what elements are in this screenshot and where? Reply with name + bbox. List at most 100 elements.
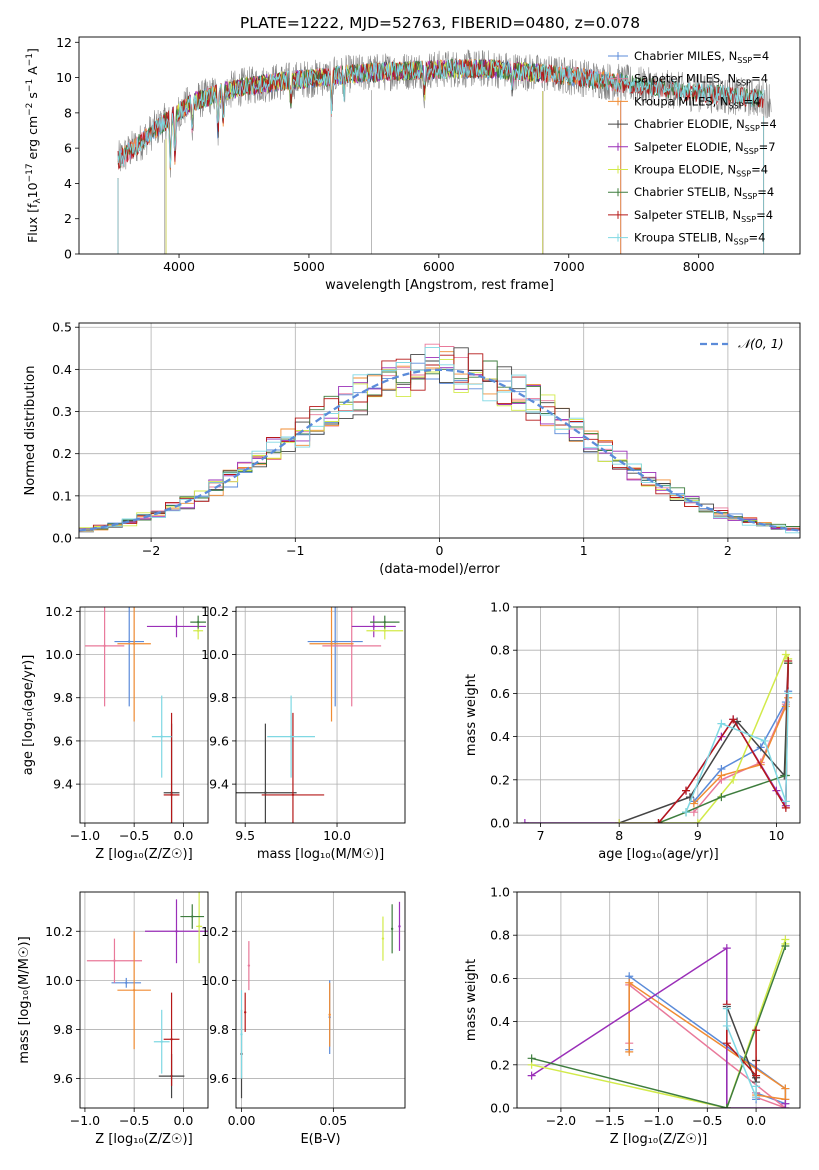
plot-area — [84, 607, 207, 823]
tick-label-x: −1.0 — [70, 1113, 100, 1128]
data-point — [196, 629, 200, 632]
tick-label-x: 8000 — [683, 259, 715, 274]
legend-label-text: Chabrier MILES, N — [634, 49, 737, 63]
data-point — [781, 942, 790, 950]
tick-label-y: 10.2 — [201, 924, 229, 939]
tick-label-x: 7 — [537, 828, 545, 843]
plot-area — [79, 343, 800, 534]
y-axis-label-part: −1 — [25, 53, 35, 66]
data-point — [160, 735, 163, 738]
tick-label-y: 10.0 — [201, 647, 229, 662]
data-point — [175, 930, 178, 933]
legend-label: Chabrier ELODIE, NSSP=4 — [634, 117, 777, 133]
tick-label-y: 6 — [64, 141, 72, 156]
tick-label-y: 9.6 — [209, 1071, 229, 1086]
data-point — [243, 1011, 247, 1014]
legend-label: Kroupa STELIB, NSSP=4 — [634, 231, 765, 247]
tick-label-x: 9.5 — [235, 828, 255, 843]
data-point — [752, 1082, 761, 1091]
tick-label-x: 5000 — [293, 259, 325, 274]
tick-label-y: 0.3 — [52, 404, 72, 419]
tick-label-x: −2.0 — [546, 1113, 576, 1128]
tick-label-x: −1.0 — [643, 1113, 673, 1128]
y-axis-label: mass weight — [464, 674, 479, 756]
tick-label-y: 0.5 — [52, 320, 72, 335]
tick-label-x: 0.0 — [173, 1113, 193, 1128]
tick-label-x: 6000 — [423, 259, 455, 274]
tick-label-y: 0.2 — [490, 772, 510, 787]
tick-label-y: 0.0 — [52, 531, 72, 546]
data-point — [717, 793, 726, 802]
data-point — [689, 799, 698, 808]
series-line-1 — [693, 691, 789, 802]
legend-label: Salpeter STELIB, NSSP=4 — [634, 208, 773, 224]
tick-label-y: 0.2 — [490, 1057, 510, 1072]
data-point — [752, 1071, 761, 1080]
tick-label-x: 4000 — [163, 259, 195, 274]
tick-label-y: 10.0 — [201, 973, 229, 988]
data-point — [781, 1084, 790, 1093]
data-point — [717, 719, 726, 728]
x-axis-label: mass [log₁₀(M/M☉)] — [257, 847, 384, 862]
data-point — [729, 775, 738, 784]
data-point — [160, 1040, 163, 1043]
axes-frame — [516, 606, 801, 824]
legend-label-sub: SSP — [742, 192, 757, 201]
tick-label-x: 10.0 — [323, 828, 351, 843]
tick-label-y: 0 — [64, 247, 72, 262]
x-axis-label: age [log₁₀(age/yr)] — [598, 847, 719, 862]
panel-mass-weight-vs-z: −2.0 −1.5 −1.0 −0.5 0.0 0.0 0.2 0.4 0.6 0.8 1.0 Z [… — [464, 885, 801, 1147]
data-point — [722, 1004, 731, 1013]
tick-label-y: 0.4 — [52, 362, 72, 377]
y-axis-label-part: −2 — [25, 103, 35, 116]
data-point — [372, 625, 375, 628]
y-axis-label-part: −1 — [25, 79, 35, 92]
grid — [236, 892, 405, 1108]
tick-label-x: 9 — [694, 828, 702, 843]
tick-label-x: 0.0 — [746, 1113, 766, 1128]
tick-label-y: 10.0 — [45, 647, 73, 662]
panel-age-vs-z: −1.0 −0.5 0.0 9.4 9.6 9.8 10.0 10.2 Z [log₁₀(Z/Z… — [21, 604, 209, 862]
legend-label-tail: =4 — [760, 117, 777, 131]
legend-label-tail: =7 — [759, 140, 776, 154]
data-point — [191, 915, 194, 918]
data-point — [752, 1093, 761, 1102]
panel-residuals: −2 −1 0 1 2 0.0 0.1 0.2 0.3 0.4 0.5 (data-model)/er… — [23, 320, 801, 577]
data-point — [682, 786, 691, 795]
legend-label-tail: =4 — [757, 185, 774, 199]
x-axis-label: Z [log₁₀(Z/Z☉)] — [95, 847, 192, 862]
series-line-9 — [685, 693, 789, 813]
grid — [517, 606, 800, 824]
tick-label-y: 10 — [56, 70, 72, 85]
x-axis-label: wavelength [Angstrom, rest frame] — [325, 278, 554, 293]
series-line-7 — [531, 945, 787, 1108]
y-axis-label-part: A — [25, 66, 40, 79]
data-point — [113, 959, 116, 962]
legend-label-tail: =4 — [756, 208, 773, 222]
model-line-9 — [117, 59, 764, 168]
legend-label-sub: SSP — [741, 215, 756, 224]
data-point — [196, 620, 200, 624]
tick-label-x: 2 — [724, 543, 732, 558]
data-point — [170, 1038, 173, 1041]
tick-label-y: 0.2 — [52, 446, 72, 461]
data-point — [654, 819, 663, 823]
data-point — [625, 1047, 634, 1056]
legend-label-tail: =4 — [751, 72, 768, 86]
tick-label-y: 0.6 — [490, 971, 510, 986]
tick-label-y: 9.6 — [53, 1071, 73, 1086]
tick-label-y: 10.2 — [45, 604, 73, 619]
data-point — [103, 644, 106, 648]
y-axis-label: mass [log₁₀(M/M☉)] — [17, 936, 32, 1063]
data-point — [381, 937, 385, 940]
tick-label-x: 10 — [768, 828, 784, 843]
y-axis-label-part: 10 — [25, 182, 40, 198]
data-point — [693, 819, 702, 823]
residual-histogram-6 — [79, 358, 800, 529]
data-point — [328, 1013, 331, 1016]
legend-label-text: Salpeter ELODIE, N — [634, 140, 744, 154]
tick-label-y: 2 — [64, 211, 72, 226]
data-point — [197, 925, 201, 928]
data-point — [722, 944, 731, 953]
x-axis-label: Z [log₁₀(Z/Z☉)] — [95, 1132, 192, 1147]
